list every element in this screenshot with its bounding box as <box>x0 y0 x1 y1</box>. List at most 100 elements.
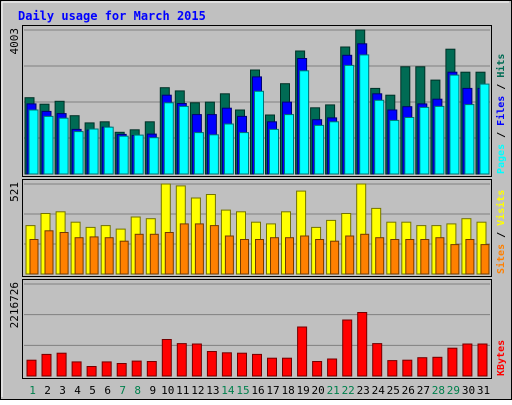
day-label-14: 14 <box>221 384 235 397</box>
day-label-1: 1 <box>29 384 36 397</box>
bar-sites-day-5 <box>89 236 99 275</box>
bar-sites-day-16 <box>255 239 264 275</box>
legend-part-0: Sites <box>495 244 507 274</box>
bar-pages-day-13 <box>208 134 219 175</box>
bar-kbytes-day-7 <box>116 363 127 377</box>
bar-pages-day-14 <box>223 123 234 175</box>
bar-kbytes-day-9 <box>146 361 157 377</box>
bar-pages-day-3 <box>58 117 69 175</box>
bar-sites-day-30 <box>465 239 475 275</box>
day-label-21: 21 <box>327 384 340 397</box>
bar-kbytes-day-26 <box>402 359 413 377</box>
bar-kbytes-day-24 <box>372 343 383 377</box>
bar-pages-day-28 <box>434 105 445 175</box>
legend-part-2: Files <box>495 96 507 126</box>
day-label-11: 11 <box>176 384 189 397</box>
bar-pages-day-8 <box>133 134 144 175</box>
bar-sites-day-3 <box>59 232 69 275</box>
day-label-5: 5 <box>89 384 96 397</box>
bar-sites-day-31 <box>480 244 490 275</box>
bar-sites-day-11 <box>179 223 189 275</box>
bar-pages-day-4 <box>73 131 84 175</box>
bar-sites-day-20 <box>315 239 325 275</box>
y-axis-max-kbytes: 2216726 <box>8 282 21 328</box>
legend-part-4: Hits <box>495 54 507 78</box>
y-axis-max-hits_files_pages: 4003 <box>8 28 21 55</box>
bar-pages-day-2 <box>43 115 54 175</box>
panel-hits_files_pages: 4003 Pages / Files / Hits <box>8 25 507 177</box>
bar-sites-day-28 <box>435 237 445 275</box>
legend-part-1: / <box>496 126 507 144</box>
day-label-23: 23 <box>357 384 370 397</box>
bar-pages-day-12 <box>193 132 204 175</box>
bar-sites-day-4 <box>74 237 84 275</box>
bar-sites-day-25 <box>390 239 400 275</box>
bar-pages-day-17 <box>269 128 279 175</box>
day-label-18: 18 <box>281 384 294 397</box>
bar-kbytes-day-15 <box>237 352 247 377</box>
day-label-31: 31 <box>477 384 490 397</box>
day-label-28: 28 <box>432 384 445 397</box>
bar-pages-day-24 <box>374 99 385 175</box>
day-label-19: 19 <box>296 384 309 397</box>
bar-pages-day-1 <box>28 109 39 175</box>
day-label-2: 2 <box>44 384 51 397</box>
bar-kbytes-day-17 <box>267 357 277 377</box>
legend-kbytes: KBytes <box>496 340 507 376</box>
bar-sites-day-26 <box>405 239 415 275</box>
legend-part-3: / <box>496 78 507 96</box>
bar-sites-day-9 <box>149 233 159 275</box>
bar-kbytes-day-10 <box>161 339 172 377</box>
bar-kbytes-day-4 <box>71 361 82 377</box>
day-label-30: 30 <box>462 384 475 397</box>
bar-kbytes-day-22 <box>342 319 353 377</box>
bar-sites-day-2 <box>44 230 54 275</box>
day-label-6: 6 <box>104 384 111 397</box>
bar-kbytes-day-1 <box>26 359 37 377</box>
bar-kbytes-day-13 <box>206 351 217 377</box>
day-label-12: 12 <box>191 384 204 397</box>
bar-pages-day-23 <box>359 54 370 175</box>
bar-pages-day-6 <box>103 126 114 175</box>
day-label-17: 17 <box>266 384 279 397</box>
bar-pages-day-27 <box>419 106 430 175</box>
day-label-10: 10 <box>161 384 174 397</box>
bar-kbytes-day-23 <box>357 312 368 377</box>
bar-sites-day-6 <box>104 237 114 275</box>
day-label-22: 22 <box>342 384 355 397</box>
day-label-20: 20 <box>311 384 324 397</box>
legend-part-0: Pages <box>496 144 507 174</box>
day-labels: 1 2 3 4 5 6 7 8 9 10 11 12 13 14 15 16 17 18 19 20 21 22 23 24 2… <box>29 384 490 397</box>
bar-pages-day-9 <box>148 137 159 175</box>
bar-kbytes-day-14 <box>221 352 232 377</box>
bar-pages-day-30 <box>464 104 475 175</box>
bar-kbytes-day-8 <box>131 360 142 377</box>
bar-kbytes-day-16 <box>252 353 262 377</box>
bar-sites-day-21 <box>330 240 340 275</box>
bar-kbytes-day-19 <box>297 326 308 377</box>
legend-part-1: / <box>496 226 507 244</box>
bar-kbytes-day-2 <box>41 353 52 377</box>
bar-sites-day-29 <box>450 244 460 275</box>
day-label-7: 7 <box>119 384 126 397</box>
day-label-24: 24 <box>372 384 386 397</box>
bar-pages-day-15 <box>239 132 249 175</box>
bar-pages-day-7 <box>118 135 129 175</box>
bar-kbytes-day-29 <box>447 347 458 377</box>
chart-title: Daily usage for March 2015 <box>18 9 206 23</box>
bar-kbytes-day-20 <box>312 361 323 377</box>
day-label-8: 8 <box>134 384 141 397</box>
bar-kbytes-day-30 <box>462 343 473 377</box>
day-label-3: 3 <box>59 384 66 397</box>
bar-pages-day-10 <box>163 102 174 175</box>
bar-sites-day-27 <box>420 239 430 275</box>
bar-kbytes-day-12 <box>191 343 202 377</box>
bar-sites-day-13 <box>209 225 219 275</box>
series-sites <box>29 223 490 275</box>
bar-kbytes-day-27 <box>417 357 428 377</box>
bar-sites-day-19 <box>300 235 310 275</box>
bar-kbytes-day-5 <box>86 366 97 377</box>
bar-pages-day-29 <box>449 74 460 175</box>
bar-kbytes-day-31 <box>477 343 488 377</box>
